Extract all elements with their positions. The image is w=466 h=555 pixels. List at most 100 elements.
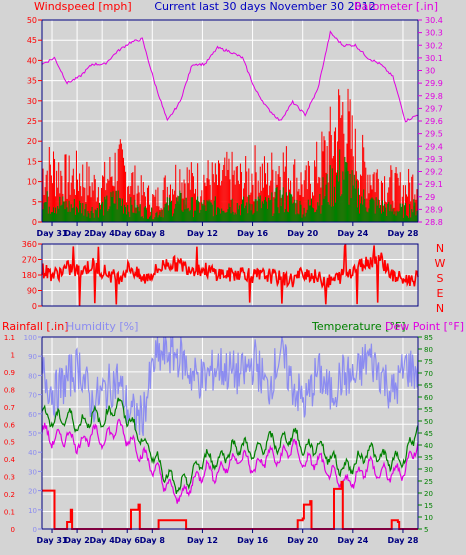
windspeed-tick-label: 0 xyxy=(32,218,37,227)
humidity-tick-label: 70 xyxy=(28,392,37,400)
barometer-tick-label: 29.1 xyxy=(425,180,443,189)
rainfall-tick-labels: 0 0.1 0.2 0.3 0.4 0.5 0.6 0.7 0.8 0.9 1 1.1 xyxy=(4,334,16,534)
wind-panel-marks xyxy=(41,30,419,222)
day-tick-label: Day 20 xyxy=(287,536,318,545)
day-tick-label: Day 2 xyxy=(64,229,89,238)
humidity-axis-title: Humidity [%] xyxy=(66,320,138,333)
day-tick-label: Day 31 xyxy=(37,536,68,545)
windspeed-tick-labels: 0 5 10 15 20 25 30 35 40 45 50 xyxy=(27,16,42,227)
humidity-tick-label: 60 xyxy=(28,411,37,419)
day-tick-label: Day 6 xyxy=(115,229,141,238)
humidity-tick-label: 40 xyxy=(28,449,37,457)
windspeed-tick-label: 30 xyxy=(27,97,37,106)
barometer-tick-label: 29.6 xyxy=(425,117,443,126)
windspeed-tick-label: 25 xyxy=(27,117,37,126)
barometer-line xyxy=(41,30,419,123)
humidity-tick-label: 50 xyxy=(28,430,37,438)
barometer-tick-label: 29.4 xyxy=(425,142,443,151)
chart-title: Current last 30 days November 30 2012 xyxy=(154,0,375,13)
day-tick-label: Day 8 xyxy=(140,536,166,545)
humidity-line xyxy=(41,336,419,437)
barometer-tick-label: 29.2 xyxy=(425,168,443,177)
day-tick-label: Day 28 xyxy=(387,229,418,238)
windspeed-tick-label: 20 xyxy=(27,137,37,146)
barometer-tick-label: 30.4 xyxy=(425,16,443,25)
humidity-tick-label: 20 xyxy=(28,488,37,496)
temperature-tick-label: 10 xyxy=(424,514,433,522)
humidity-tick-labels: 0 10 20 30 40 50 60 70 80 90 100 xyxy=(24,334,42,534)
temperature-tick-label: 55 xyxy=(424,406,433,414)
temperature-tick-label: 65 xyxy=(424,382,433,390)
direction-tick-label: 180 xyxy=(22,271,37,280)
humidity-tick-label: 0 xyxy=(33,526,37,534)
compass-label: W xyxy=(435,257,446,270)
rainfall-tick-label: 0.6 xyxy=(4,421,16,429)
barometer-tick-label: 29.7 xyxy=(425,104,443,113)
day-tick-label: Day 12 xyxy=(187,229,218,238)
temperature-tick-label: 50 xyxy=(424,418,433,426)
windspeed-tick-label: 35 xyxy=(27,77,37,86)
temperature-tick-label: 40 xyxy=(424,442,433,450)
temperature-tick-label: 30 xyxy=(424,466,433,474)
temperature-tick-labels: 5 10 15 20 25 30 35 40 45 50 55 60 65 70 75 80 85 xyxy=(418,334,433,534)
compass-label: N xyxy=(436,242,444,255)
temperature-tick-label: 25 xyxy=(424,478,433,486)
direction-tick-label: 0 xyxy=(32,302,37,311)
windspeed-tick-label: 15 xyxy=(27,157,37,166)
compass-label: E xyxy=(437,287,444,300)
temperature-tick-label: 5 xyxy=(424,526,428,534)
barometer-tick-label: 29.9 xyxy=(425,79,443,88)
climate-panel-marks xyxy=(41,336,419,530)
temperature-tick-label: 15 xyxy=(424,502,433,510)
dew-point-axis-title: Dew Point [°F] xyxy=(385,320,464,333)
day-tick-label: Day 4 xyxy=(89,536,115,545)
day-tick-label: Day 31 xyxy=(37,229,68,238)
temperature-tick-label: 85 xyxy=(424,334,433,342)
day-tick-label: Day 12 xyxy=(187,536,218,545)
windspeed-tick-label: 10 xyxy=(27,178,37,187)
barometer-tick-labels: 28.8 28.9 29 29.1 29.2 29.3 29.4 29.5 29.6 29.7 29… xyxy=(418,16,443,227)
temperature-tick-label: 35 xyxy=(424,454,433,462)
temperature-tick-label: 70 xyxy=(424,370,433,378)
day-tick-label: Day 20 xyxy=(287,229,318,238)
day-tick-label: Day 2 xyxy=(64,536,89,545)
temperature-line xyxy=(41,397,419,494)
humidity-tick-label: 90 xyxy=(28,353,37,361)
day-tick-label: Day 4 xyxy=(89,229,115,238)
rainfall-line xyxy=(42,480,418,530)
rainfall-axis-title: Rainfall [.in] xyxy=(2,320,69,333)
barometer-tick-label: 30.2 xyxy=(425,41,443,50)
humidity-tick-label: 80 xyxy=(28,372,37,380)
rainfall-tick-label: 1 xyxy=(11,351,15,359)
rainfall-tick-label: 0.9 xyxy=(4,369,15,377)
rainfall-tick-label: 1.1 xyxy=(4,334,15,342)
day-tick-label: Day 24 xyxy=(337,536,368,545)
day-tick-label: Day 16 xyxy=(237,229,268,238)
barometer-tick-label: 30.3 xyxy=(425,29,443,38)
humidity-tick-label: 100 xyxy=(24,334,37,342)
rainfall-tick-label: 0.7 xyxy=(4,404,15,412)
temperature-tick-label: 45 xyxy=(424,430,433,438)
barometer-tick-label: 29 xyxy=(425,193,435,202)
wind-direction-line xyxy=(41,243,419,306)
compass-label: S xyxy=(437,272,444,285)
day-tick-label: Day 16 xyxy=(237,536,268,545)
barometer-tick-label: 29.3 xyxy=(425,155,443,164)
rainfall-tick-label: 0.2 xyxy=(4,491,15,499)
temperature-tick-label: 20 xyxy=(424,490,433,498)
direction-tick-label: 90 xyxy=(27,287,37,296)
barometer-tick-label: 28.8 xyxy=(425,218,443,227)
temperature-tick-label: 60 xyxy=(424,394,433,402)
temperature-tick-label: 80 xyxy=(424,346,433,354)
rainfall-tick-label: 0.4 xyxy=(4,456,16,464)
barometer-tick-label: 30.1 xyxy=(425,54,443,63)
rainfall-tick-label: 0 xyxy=(11,526,15,534)
barometer-tick-label: 29.8 xyxy=(425,92,443,101)
rainfall-tick-label: 0.1 xyxy=(4,509,15,517)
direction-panel-marks xyxy=(41,243,419,306)
windspeed-tick-label: 40 xyxy=(27,56,37,65)
day-tick-label: Day 6 xyxy=(115,536,141,545)
